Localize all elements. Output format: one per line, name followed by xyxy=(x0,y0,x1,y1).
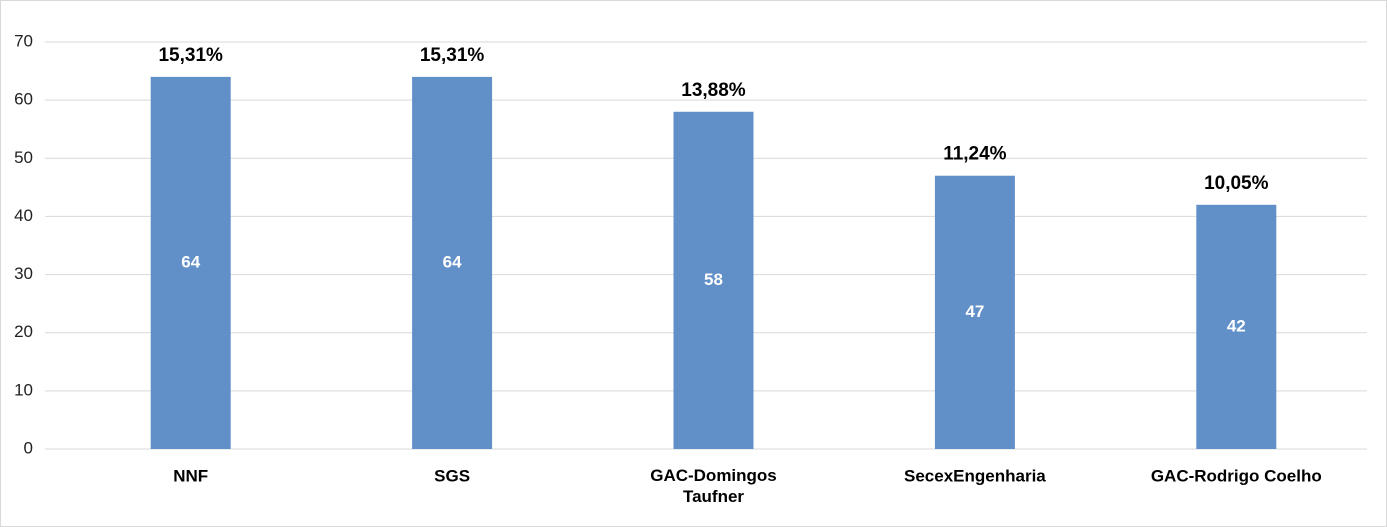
y-tick-label: 10 xyxy=(14,380,33,399)
x-tick-label: SecexEngenharia xyxy=(904,466,1046,485)
y-tick-label: 0 xyxy=(24,438,33,457)
bar-share-label: 11,24% xyxy=(943,144,1006,165)
bar xyxy=(150,76,231,449)
bar-value-label: 64 xyxy=(181,252,200,271)
x-tick-label: GAC-Domingos Taufner xyxy=(650,466,777,506)
bar-value-label: 64 xyxy=(443,252,462,271)
y-tick-label: 60 xyxy=(14,90,33,109)
y-tick-label: 70 xyxy=(14,31,33,50)
bar-share-label: 15,31% xyxy=(420,45,485,66)
bar-value-label: 58 xyxy=(704,270,723,289)
bar-share-label: 13,88% xyxy=(681,80,746,101)
bar-share-label: 10,05% xyxy=(1204,173,1269,194)
bar xyxy=(1196,204,1277,449)
y-tick-label: 20 xyxy=(14,322,33,341)
bar xyxy=(673,111,754,450)
x-tick-label: GAC-Rodrigo Coelho xyxy=(1151,466,1322,485)
y-tick-label: 30 xyxy=(14,264,33,283)
bar-value-label: 47 xyxy=(965,302,984,321)
x-tick-label: SGS xyxy=(434,466,470,485)
x-tick-label: NNF xyxy=(173,466,208,485)
bar-value-label: 42 xyxy=(1227,316,1246,335)
bar-share-label: 15,31% xyxy=(158,45,223,66)
y-tick-label: 40 xyxy=(14,206,33,225)
y-tick-label: 50 xyxy=(14,148,33,167)
bar xyxy=(412,76,493,449)
bar xyxy=(934,175,1015,449)
